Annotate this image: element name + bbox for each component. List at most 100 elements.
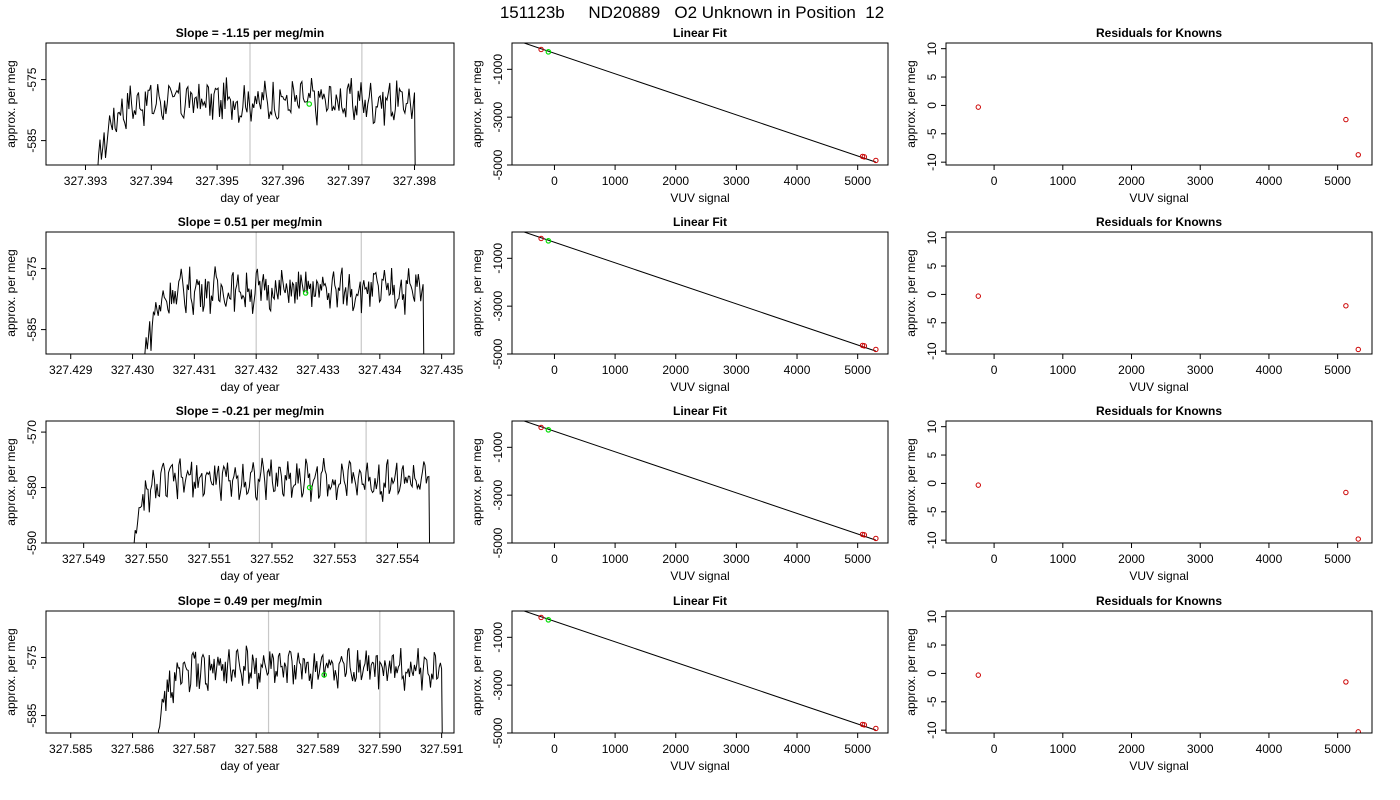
y-tick-label: -575 [25,67,39,91]
plot-frame [45,610,455,734]
signal-trace [144,266,425,354]
x-tick-label: 327.585 [49,742,93,756]
known-point [873,725,879,732]
known-point [861,343,868,349]
y-tick-label: -5 [925,128,939,139]
residual-point [1355,346,1361,353]
y-tick-label: -1000 [491,432,505,463]
panel-3-3: Residuals for Knowns 0 1000 2000 3000 4000 500… [904,404,1373,583]
x-tick-label: 3000 [723,363,750,377]
x-tick-label: 327.395 [195,174,239,188]
residual-point [975,672,981,678]
x-tick-label: 327.435 [420,363,464,377]
x-tick-label: 1000 [1049,742,1076,756]
plot-area [975,672,1361,733]
x-tick-label: 327.434 [358,363,402,377]
x-tick-label: 327.553 [313,552,357,566]
plot-area [523,43,879,164]
plot-frame [511,420,889,544]
x-tick-label: 327.551 [188,552,232,566]
panel-1-3: Residuals for Knowns 0 1000 2000 3000 4000 500… [904,26,1373,205]
y-axis-label: approx. per meg [904,628,918,715]
x-tick-label: 2000 [662,552,689,566]
page-title: 151123b ND20889 O2 Unknown in Position 1… [500,3,884,22]
panel-title: Slope = 0.51 per meg/min [178,215,322,229]
y-tick-label: -10 [925,721,939,739]
residual-point [1355,729,1361,733]
x-axis-label: VUV signal [670,759,729,773]
x-tick-label: 2000 [1118,174,1145,188]
x-tick-label: 1000 [602,552,629,566]
x-tick-label: 327.591 [420,742,464,756]
y-tick-label: -5000 [491,717,505,748]
x-axis-label: VUV signal [1129,759,1188,773]
x-tick-label: 327.433 [296,363,340,377]
y-tick-label: -5000 [491,149,505,180]
y-tick-label: -3000 [491,290,505,321]
plot-area [97,43,416,165]
panel-3-1: Slope = -0.21 per meg/min 327.549 327.550 3… [4,404,455,583]
known-point [861,722,868,728]
x-tick-label: 3000 [723,174,750,188]
x-axis-label: day of year [220,380,279,394]
y-tick-label: -10 [925,531,939,549]
x-tick-label: 0 [551,742,558,756]
residual-point [975,482,981,488]
x-tick-label: 5000 [844,174,871,188]
panel-title: Linear Fit [673,215,727,229]
plot-frame [945,42,1373,166]
known-point [873,157,879,164]
x-axis-label: day of year [220,191,279,205]
x-tick-label: 327.589 [296,742,340,756]
panel-title: Slope = -0.21 per meg/min [176,404,324,418]
y-tick-label: -580 [25,475,39,499]
y-tick-label: -1000 [491,54,505,85]
plot-area [975,482,1361,542]
x-tick-label: 327.549 [62,552,106,566]
x-tick-label: 327.587 [173,742,217,756]
x-tick-label: 327.432 [234,363,278,377]
x-tick-label: 3000 [1187,363,1214,377]
y-tick-label: -10 [925,153,939,171]
x-tick-label: 5000 [844,552,871,566]
x-tick-label: 2000 [1118,363,1145,377]
fit-line [523,43,877,163]
x-tick-label: 327.550 [125,552,169,566]
residual-point [1355,152,1361,158]
panel-2-1: Slope = 0.51 per meg/min 327.429 327.430 32… [4,215,464,394]
x-tick-label: 2000 [1118,552,1145,566]
y-axis-label: approx. per meg [470,628,484,715]
known-point [538,46,544,53]
plot-area [523,421,879,542]
y-tick-label: -5 [925,317,939,328]
y-tick-label: 10 [925,610,939,624]
x-tick-label: 327.397 [327,174,371,188]
panel-4-1: Slope = 0.49 per meg/min 327.585 327.586 32… [4,594,464,773]
y-tick-label: -585 [25,317,39,341]
unknown-point [545,49,552,55]
known-point [873,535,879,542]
fit-line [523,611,877,731]
y-axis-label: approx. per meg [470,438,484,525]
y-tick-label: -3000 [491,479,505,510]
x-tick-label: 4000 [784,174,811,188]
y-tick-label: 0 [925,102,939,109]
y-tick-label: 0 [925,670,939,677]
y-axis-label: approx. per meg [4,249,18,336]
x-tick-label: 4000 [1256,363,1283,377]
y-tick-label: -5000 [491,527,505,558]
unknown-point [302,290,309,296]
x-tick-label: 0 [551,174,558,188]
plot-area [523,232,879,353]
panel-4-2: Linear Fit 0 1000 2000 3000 4000 5000 -1000 -300… [470,594,889,773]
panel-title: Linear Fit [673,594,727,608]
y-tick-label: 5 [925,73,939,80]
x-axis-label: VUV signal [670,380,729,394]
panel-title: Residuals for Knowns [1096,404,1222,418]
y-axis-label: approx. per meg [470,60,484,147]
x-axis-label: day of year [220,759,279,773]
known-point [538,614,544,621]
unknown-point [306,101,313,107]
x-tick-label: 5000 [1324,174,1351,188]
x-tick-label: 1000 [1049,552,1076,566]
